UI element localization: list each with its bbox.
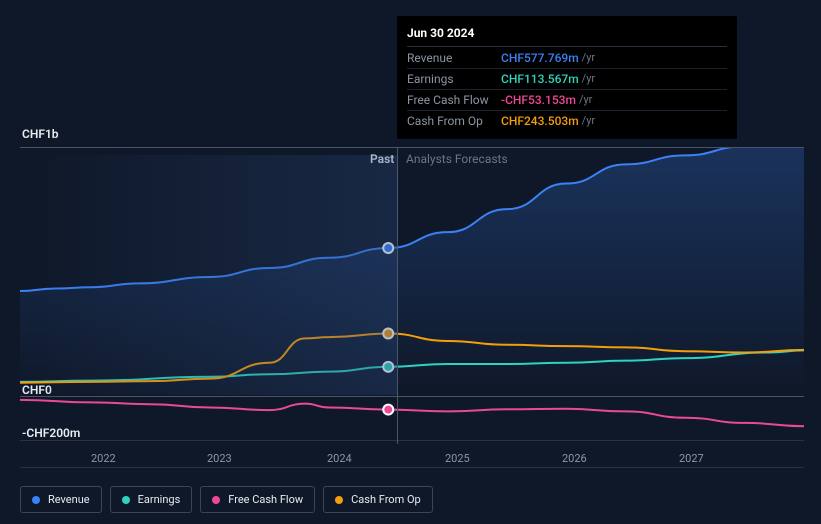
tooltip-row: EarningsCHF113.567m/yr xyxy=(407,69,727,90)
x-axis-label: 2026 xyxy=(562,452,587,465)
tooltip-row-label: Earnings xyxy=(407,72,501,86)
x-axis-label: 2022 xyxy=(91,452,116,465)
x-axis-label: 2027 xyxy=(679,452,704,465)
chart-plot-area[interactable] xyxy=(20,148,804,444)
legend-dot xyxy=(32,496,40,504)
legend-item-earnings[interactable]: Earnings xyxy=(110,486,193,513)
y-axis-label: CHF1b xyxy=(22,127,59,141)
financial-chart: Jun 30 2024 RevenueCHF577.769m/yrEarning… xyxy=(0,0,821,524)
legend-dot xyxy=(122,496,130,504)
legend-label: Cash From Op xyxy=(351,493,421,506)
tooltip-row-value: CHF113.567m xyxy=(501,72,579,86)
legend-label: Revenue xyxy=(48,493,90,506)
legend-item-cash-from-op[interactable]: Cash From Op xyxy=(323,486,433,513)
tooltip-row-value: CHF243.503m xyxy=(501,114,579,128)
x-axis-label: 2024 xyxy=(327,452,352,465)
legend: Revenue Earnings Free Cash Flow Cash From O… xyxy=(20,486,433,513)
tooltip-row-suffix: /yr xyxy=(582,72,595,86)
legend-dot xyxy=(212,496,220,504)
tooltip-row: Cash From OpCHF243.503m/yr xyxy=(407,111,727,131)
tooltip-panel: Jun 30 2024 RevenueCHF577.769m/yrEarning… xyxy=(397,16,737,139)
tooltip-row-label: Free Cash Flow xyxy=(407,93,501,107)
tooltip-row: RevenueCHF577.769m/yr xyxy=(407,48,727,69)
current-date-divider xyxy=(397,148,398,444)
tooltip-row-value: -CHF53.153m xyxy=(501,93,576,107)
tooltip-row-value: CHF577.769m xyxy=(501,51,579,65)
chart-svg xyxy=(20,148,804,444)
tooltip-row-suffix: /yr xyxy=(582,51,595,65)
tooltip-row-suffix: /yr xyxy=(582,114,595,128)
legend-label: Earnings xyxy=(138,493,181,506)
legend-item-revenue[interactable]: Revenue xyxy=(20,486,102,513)
tooltip-row-suffix: /yr xyxy=(579,93,592,107)
gridline xyxy=(20,467,804,468)
tooltip-row: Free Cash Flow-CHF53.153m/yr xyxy=(407,90,727,111)
legend-label: Free Cash Flow xyxy=(228,493,303,506)
legend-item-free-cash-flow[interactable]: Free Cash Flow xyxy=(200,486,315,513)
tooltip-row-label: Revenue xyxy=(407,51,501,65)
legend-dot xyxy=(335,496,343,504)
x-axis-label: 2023 xyxy=(207,452,232,465)
tooltip-date: Jun 30 2024 xyxy=(407,26,727,47)
x-axis-label: 2025 xyxy=(445,452,470,465)
tooltip-row-label: Cash From Op xyxy=(407,114,501,128)
